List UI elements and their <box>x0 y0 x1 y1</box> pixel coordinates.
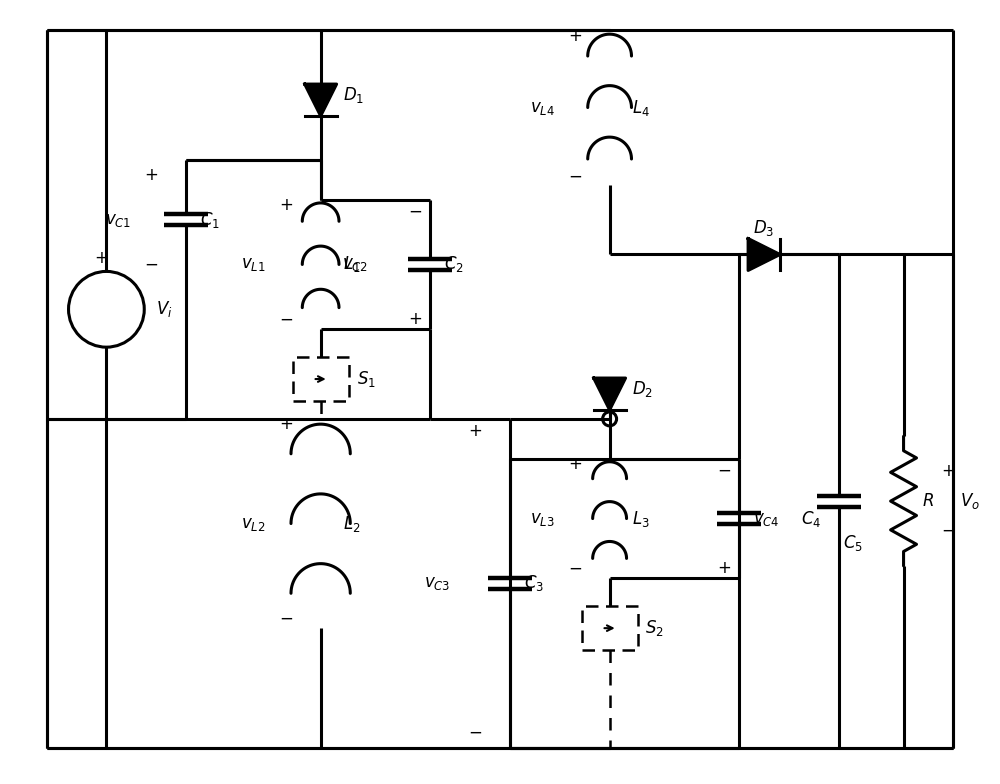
Text: +: + <box>144 165 158 183</box>
Text: $D_3$: $D_3$ <box>753 218 775 238</box>
Text: +: + <box>568 455 582 473</box>
Text: $V_o$: $V_o$ <box>960 491 980 511</box>
Text: +: + <box>468 422 482 440</box>
Text: −: − <box>568 168 582 186</box>
Text: $S_1$: $S_1$ <box>357 369 375 389</box>
Text: −: − <box>941 522 955 540</box>
Text: $L_1$: $L_1$ <box>343 255 360 274</box>
Text: $L_2$: $L_2$ <box>343 514 360 534</box>
Text: $C_5$: $C_5$ <box>843 533 863 553</box>
Text: −: − <box>279 609 293 627</box>
Text: $D_2$: $D_2$ <box>632 379 653 399</box>
Text: −: − <box>568 559 582 577</box>
Text: $L_4$: $L_4$ <box>632 97 649 118</box>
Text: +: + <box>941 463 955 481</box>
Text: $v_{L4}$: $v_{L4}$ <box>530 99 555 117</box>
Text: $R$: $R$ <box>922 492 933 510</box>
Text: $V_i$: $V_i$ <box>156 299 173 319</box>
Text: $v_{L2}$: $v_{L2}$ <box>241 514 266 532</box>
Text: $C_1$: $C_1$ <box>200 209 220 230</box>
Polygon shape <box>748 238 780 270</box>
Text: $C_2$: $C_2$ <box>444 255 464 274</box>
Text: −: − <box>468 724 482 742</box>
Text: −: − <box>717 462 731 480</box>
Text: $v_{L1}$: $v_{L1}$ <box>241 256 266 274</box>
Text: $L_3$: $L_3$ <box>632 509 649 528</box>
Text: $v_{C2}$: $v_{C2}$ <box>342 256 368 274</box>
Text: $C_3$: $C_3$ <box>524 573 544 593</box>
Text: −: − <box>144 256 158 274</box>
Text: $D_1$: $D_1$ <box>343 85 364 105</box>
Text: +: + <box>94 249 108 267</box>
Polygon shape <box>594 378 626 410</box>
Text: $v_{C1}$: $v_{C1}$ <box>105 211 131 229</box>
Text: +: + <box>408 310 422 328</box>
Text: $C_4$: $C_4$ <box>801 509 821 528</box>
Text: $v_{C4}$: $v_{C4}$ <box>753 510 780 528</box>
Polygon shape <box>305 84 337 116</box>
Text: $v_{C3}$: $v_{C3}$ <box>424 575 450 593</box>
Text: −: − <box>408 202 422 220</box>
Text: +: + <box>568 27 582 45</box>
Text: +: + <box>279 415 293 433</box>
Text: +: + <box>717 559 731 577</box>
Text: +: + <box>279 196 293 214</box>
Text: $S_2$: $S_2$ <box>645 618 664 638</box>
Text: $v_{L3}$: $v_{L3}$ <box>530 510 555 528</box>
Text: −: − <box>279 310 293 328</box>
